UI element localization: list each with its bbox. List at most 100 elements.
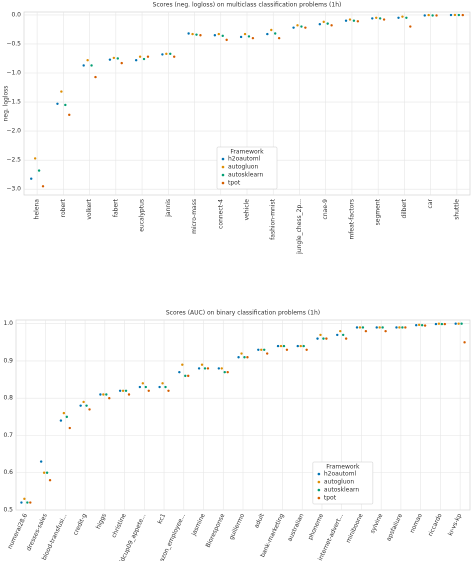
data-point: [358, 326, 362, 329]
data-point: [184, 374, 187, 378]
x-tick-label: sylvine: [369, 512, 384, 534]
data-point: [375, 326, 378, 329]
data-point: [134, 59, 138, 62]
data-point: [336, 333, 339, 337]
data-point: [240, 352, 243, 355]
y-tick-label: −0.5: [6, 40, 21, 47]
legend: Frameworkh2oautomlautogluonautosklearntp…: [312, 461, 374, 505]
data-point: [378, 326, 381, 329]
data-point: [371, 17, 374, 20]
data-point: [339, 329, 342, 333]
legend-label: tpot: [324, 495, 337, 502]
data-point: [108, 58, 112, 61]
data-point: [187, 32, 190, 35]
data-point: [453, 13, 457, 17]
data-point: [319, 333, 322, 337]
data-point: [146, 55, 150, 58]
legend-swatch: [317, 488, 321, 492]
x-tick-label: robert: [60, 198, 67, 217]
x-tick-label: kc1: [156, 512, 167, 525]
data-point: [199, 34, 202, 37]
data-point: [322, 20, 325, 24]
x-tick-label: fabert: [112, 198, 119, 217]
data-point: [42, 471, 46, 474]
legend-swatch: [317, 480, 321, 484]
legend-label: autosklearn: [228, 172, 264, 179]
data-point: [378, 17, 382, 20]
data-point: [243, 356, 246, 359]
data-point: [440, 322, 444, 326]
data-point: [316, 337, 319, 340]
x-tick-label: jungle_chess_2p...: [296, 199, 303, 255]
data-point: [454, 322, 457, 325]
data-point: [398, 326, 401, 329]
data-point: [23, 497, 26, 501]
data-point: [48, 478, 52, 482]
legend-label: h2oautoml: [324, 471, 357, 478]
data-point: [427, 13, 430, 17]
legend-label: autogluon: [324, 479, 354, 486]
data-point: [282, 344, 286, 348]
x-tick-label: eucalyptus: [139, 199, 146, 232]
data-point: [457, 13, 461, 17]
data-point: [274, 32, 277, 35]
x-tick-label: nomao: [409, 512, 424, 534]
data-point: [94, 75, 97, 79]
data-point: [417, 323, 421, 327]
data-point: [59, 419, 63, 422]
data-point: [29, 501, 32, 504]
x-tick-label: shuttle: [453, 199, 460, 220]
x-tick-label: kr-vs-kp: [447, 512, 463, 537]
legend-box: [312, 461, 374, 505]
legend-label: h2oautoml: [228, 156, 261, 163]
data-point: [62, 411, 66, 415]
data-point: [39, 460, 43, 463]
data-point: [82, 400, 85, 404]
x-tick-label: Bioresponse: [205, 512, 227, 549]
data-point: [449, 13, 453, 17]
y-tick-label: 1.0: [3, 320, 13, 327]
data-point: [121, 389, 125, 392]
data-point: [90, 64, 93, 67]
data-point: [138, 55, 142, 58]
legend-label: tpot: [228, 180, 241, 187]
data-point: [56, 102, 59, 105]
data-point: [65, 415, 69, 419]
x-tick-label: phoneme: [307, 512, 325, 541]
data-point: [381, 326, 384, 329]
data-point: [68, 113, 71, 117]
data-point: [409, 25, 412, 28]
data-point: [217, 32, 220, 36]
data-point: [276, 344, 280, 348]
data-point: [299, 344, 302, 348]
data-point: [141, 382, 145, 385]
data-point: [178, 370, 181, 374]
legend-swatch: [221, 157, 225, 161]
data-point: [322, 337, 325, 340]
data-point: [127, 393, 131, 396]
data-point: [118, 389, 122, 392]
data-point: [382, 18, 386, 21]
data-point: [325, 337, 328, 340]
data-point: [206, 367, 210, 370]
data-point: [68, 426, 71, 430]
data-point: [457, 322, 460, 325]
data-point: [247, 35, 251, 38]
data-point: [147, 389, 150, 392]
data-point: [142, 57, 146, 61]
data-point: [401, 15, 404, 18]
y-tick-label: −1.5: [6, 99, 21, 106]
x-tick-label: adult: [253, 512, 266, 529]
data-point: [239, 35, 243, 39]
x-tick-label: mfeat-factors: [348, 199, 355, 240]
x-tick-label: helena: [34, 199, 41, 220]
data-point: [144, 385, 147, 389]
x-tick-label: car: [427, 198, 434, 208]
data-point: [404, 326, 407, 329]
data-point: [105, 393, 108, 396]
x-tick-label: connect-4: [217, 199, 224, 229]
data-point: [164, 385, 167, 389]
legend-swatch: [317, 472, 321, 476]
data-point: [79, 404, 82, 407]
chart-title: Scores (AUC) on binary classification pr…: [166, 310, 320, 317]
